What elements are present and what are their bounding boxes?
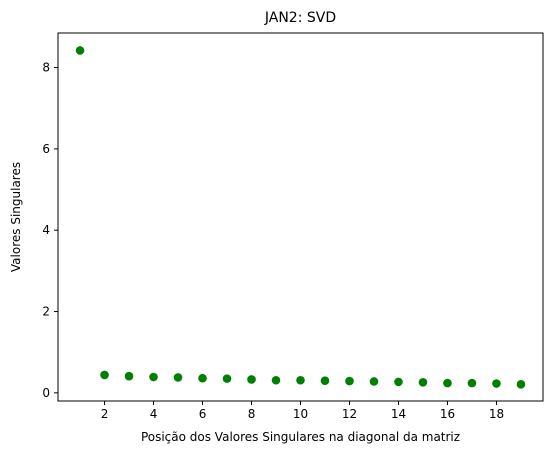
plot-frame — [57, 32, 544, 402]
x-tick-label: 12 — [342, 407, 357, 421]
data-point — [124, 371, 134, 381]
y-tick-label: 2 — [42, 305, 50, 319]
data-point — [418, 377, 428, 387]
data-point — [198, 373, 207, 383]
data-point — [247, 375, 256, 384]
x-tick-label: 2 — [101, 407, 109, 421]
data-point — [271, 375, 281, 385]
y-tick-label: 4 — [42, 223, 50, 237]
x-axis-label: Posição dos Valores Singulares na diagon… — [141, 430, 460, 444]
data-point — [394, 377, 403, 387]
data-point — [75, 46, 85, 55]
data-point — [149, 372, 158, 382]
y-tick-label: 8 — [42, 61, 50, 75]
x-tick-label: 14 — [391, 407, 406, 421]
data-point — [345, 376, 354, 386]
x-tick-label: 4 — [150, 407, 158, 421]
y-axis-label: Valores Singulares — [9, 162, 23, 272]
data-point — [173, 373, 183, 382]
data-point — [369, 377, 379, 386]
chart-title: JAN2: SVD — [264, 10, 336, 26]
data-point — [222, 374, 232, 383]
y-tick-label: 0 — [42, 386, 50, 400]
x-tick-label: 16 — [440, 407, 455, 421]
data-point — [492, 379, 501, 388]
data-point — [100, 370, 109, 380]
data-point — [320, 376, 330, 385]
x-tick-label: 10 — [293, 407, 308, 421]
x-tick-label: 6 — [199, 407, 207, 421]
data-point — [516, 380, 526, 389]
data-point — [467, 378, 477, 388]
x-tick-label: 18 — [489, 407, 504, 421]
y-axis: 0 2 4 6 8 — [42, 61, 58, 400]
plot-layer — [75, 46, 526, 389]
data-point — [443, 378, 452, 388]
y-tick-label: 6 — [42, 142, 50, 156]
data-point — [296, 375, 305, 385]
x-axis: 2 4 6 8 10 12 14 16 18 — [101, 401, 504, 421]
x-tick-label: 8 — [248, 407, 256, 421]
